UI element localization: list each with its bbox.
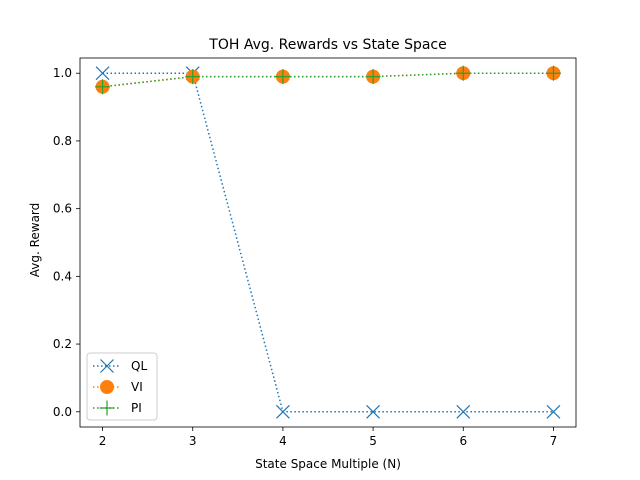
series-line-pi	[102, 72, 554, 88]
x-tick-label-3: 3	[189, 434, 197, 448]
x-axis-label: State Space Multiple (N)	[255, 457, 401, 471]
legend-marker-pi	[99, 400, 115, 416]
data-point-ql-7	[546, 404, 561, 419]
data-point-ql-4	[275, 404, 290, 419]
data-point-pi-5	[365, 69, 381, 85]
y-tick-label-4: 0.8	[53, 134, 72, 148]
data-point-ql-2-stroke-b	[95, 66, 110, 81]
x-tick-label-2: 2	[99, 434, 107, 448]
data-point-ql-6	[456, 404, 471, 419]
data-point-ql-5	[366, 404, 381, 419]
data-point-ql-4-stroke-b	[275, 404, 290, 419]
data-point-pi-6	[455, 65, 471, 81]
data-point-ql-6-stroke-b	[456, 404, 471, 419]
data-point-pi-7	[545, 65, 561, 81]
x-tick-label-5: 5	[369, 434, 377, 448]
data-point-ql-5-stroke-b	[366, 404, 381, 419]
legend-box	[86, 352, 158, 421]
plot-area: 2 3 4 5 6 7 0.0 0.2 0.4 0.6 0.8 1.0	[53, 57, 577, 448]
axes-frame	[79, 57, 577, 428]
x-tick-label-4: 4	[279, 434, 287, 448]
data-point-pi-3	[185, 69, 201, 85]
y-tick-label-5: 1.0	[53, 66, 72, 80]
y-tick-label-3: 0.6	[53, 202, 72, 216]
data-point-pi-4	[275, 69, 291, 85]
legend-marker-ql	[100, 359, 114, 373]
legend-marker-ql-stroke-b	[100, 359, 114, 373]
legend-label-pi: PI	[131, 401, 142, 415]
data-point-ql-2	[95, 66, 110, 81]
data-point-pi-2	[95, 79, 111, 95]
chart-title: TOH Avg. Rewards vs State Space	[208, 37, 446, 53]
x-tick-label-7: 7	[550, 434, 558, 448]
legend: QL VI PI	[86, 352, 158, 421]
legend-marker-vi	[100, 380, 114, 394]
data-point-ql-7-stroke-b	[546, 404, 561, 419]
y-axis-label: Avg. Reward	[28, 203, 42, 278]
y-tick-label-0: 0.0	[53, 405, 72, 419]
legend-label-vi: VI	[131, 380, 143, 394]
legend-label-ql: QL	[131, 359, 147, 373]
x-tick-label-6: 6	[459, 434, 467, 448]
y-tick-label-2: 0.4	[53, 269, 72, 283]
y-tick-label-1: 0.2	[53, 337, 72, 351]
